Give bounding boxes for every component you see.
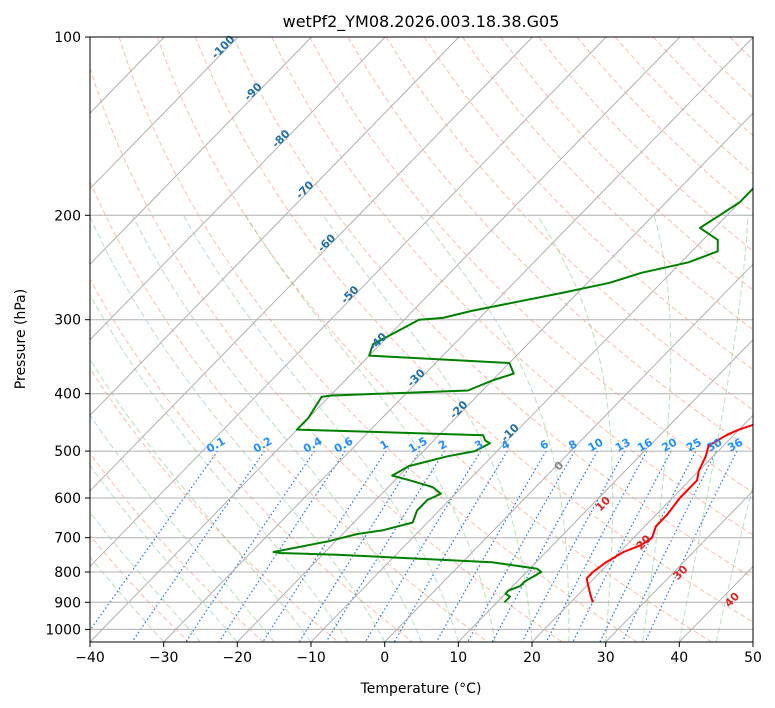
dry-adiabat [90,180,488,642]
x-axis-ticks: −40 −30 −20 −10 0 10 20 30 40 50 [75,642,762,666]
x-tick-label: −40 [75,650,105,666]
dry-adiabat [90,367,339,642]
isotherm [90,37,312,265]
isotherm [90,37,681,642]
dry-adiabat [156,37,712,642]
mixing-ratio-line [435,450,547,642]
temperature-profile-line [585,423,753,603]
moist-adiabat [536,215,614,642]
chart-title: wetPf2_YM08.2026.003.18.38.G05 [283,12,560,32]
dry-adiabat [194,37,753,623]
isotherm [163,37,753,642]
mixing-ratio-line [185,450,315,642]
moist-adiabat [90,556,165,642]
isotherm [90,37,607,568]
moist-adiabat [90,215,386,642]
mixing-ratio-line [644,450,738,642]
moist-adiabat [90,464,238,642]
y-tick-label: 200 [54,208,81,224]
dewpoint-profile-line [272,187,753,604]
plot-background [90,37,753,642]
y-tick-label: 600 [54,491,81,507]
y-tick-label: 700 [54,531,81,547]
mixing-ratio-line [466,450,576,642]
moist-adiabat [715,483,753,642]
moist-adiabat [678,215,749,642]
mixing-ratio-line [545,450,648,642]
x-tick-label: 0 [380,650,389,666]
background-lines [90,37,775,642]
dry-adiabat [385,37,753,411]
moist-adiabat [90,293,349,642]
isotherm [236,112,753,642]
y-tick-label: 800 [54,565,81,581]
mixing-ratio-line [521,450,626,642]
x-tick-label: 30 [597,650,615,666]
mixing-ratio-line [90,450,219,632]
x-tick-label: −10 [296,650,326,666]
dry-adiabat [90,66,563,642]
dry-adiabat [233,37,753,579]
y-tick-label: 400 [54,387,81,403]
profile-lines [272,187,753,604]
y-tick-label: 300 [54,313,81,329]
mixing-ratio-line [599,450,697,642]
dry-adiabat [500,37,753,291]
x-axis-title: Temperature (°C) [360,681,482,697]
x-tick-label: 10 [449,650,467,666]
x-tick-label: −30 [149,650,179,666]
moist-adiabat [183,215,459,642]
isotherm [457,339,753,642]
isotherm [384,263,753,642]
isotherm [605,490,753,642]
mixing-ratio-line [364,450,482,642]
dry-adiabat [90,534,190,642]
mixing-ratio-line [218,450,346,642]
y-tick-label: 900 [54,595,81,611]
isotherm [752,641,753,642]
moist-adiabat [642,215,672,642]
y-axis-ticks: 100 200 300 400 500 600 700 800 900 1000 [45,30,90,638]
y-axis-title: Pressure (hPa) [13,289,29,389]
mixing-ratio-line [325,450,446,642]
moist-adiabat [322,215,533,642]
moist-adiabat [90,511,201,642]
dry-adiabat [347,37,753,452]
mixing-ratio-line [621,450,717,642]
dry-adiabat [768,37,775,642]
isotherm [310,187,753,642]
x-tick-label: −20 [223,650,253,666]
mixing-ratio-line [572,450,672,642]
x-tick-label: 20 [523,650,541,666]
isotherm [90,37,239,190]
moist-adiabat [131,215,422,642]
x-tick-label: 50 [744,650,762,666]
isotherm [90,37,460,417]
y-tick-label: 500 [54,444,81,460]
isotherm [90,37,533,492]
moist-adiabat [90,358,312,642]
x-tick-label: 40 [670,650,688,666]
isotherm [531,414,753,642]
dry-adiabat [309,37,753,494]
plot-frame [89,36,754,643]
y-tick-label: 1000 [45,622,81,638]
y-tick-label: 100 [54,30,81,46]
